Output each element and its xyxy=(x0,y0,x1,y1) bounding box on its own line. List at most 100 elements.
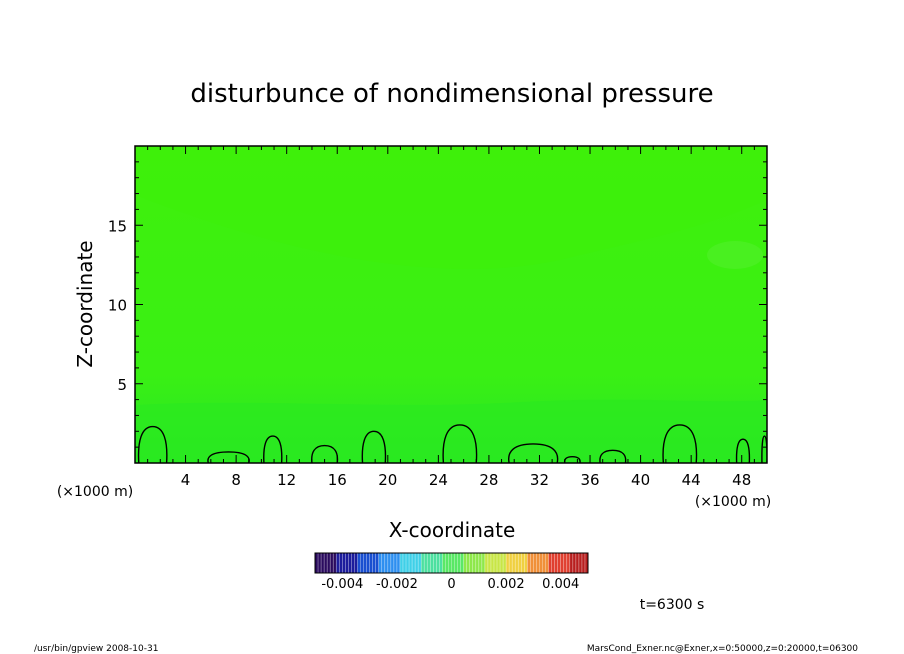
colorbar-cell xyxy=(330,553,334,573)
y-axis-label: Z-coordinate xyxy=(73,240,97,367)
colorbar-cell xyxy=(387,553,391,573)
colorbar-cell xyxy=(457,553,461,573)
colorbar-cell xyxy=(493,553,497,573)
colorbar-cell xyxy=(357,553,361,573)
contour-line xyxy=(599,449,627,463)
contour-line xyxy=(361,430,387,463)
colorbar-cell xyxy=(509,553,513,573)
colorbar-cell xyxy=(315,553,319,573)
contour-line xyxy=(263,435,283,463)
colorbar-cell xyxy=(430,553,434,573)
colorbar-cell xyxy=(348,553,352,573)
colorbar-cell xyxy=(578,553,582,573)
x-tick-label: 20 xyxy=(378,471,397,489)
contour-line xyxy=(137,425,168,463)
colorbar-cell xyxy=(539,553,543,573)
colorbar-cell xyxy=(551,553,555,573)
contour-line xyxy=(735,438,751,463)
colorbar-cell xyxy=(336,553,340,573)
colorbar-cell xyxy=(478,553,482,573)
colorbar-cell xyxy=(363,553,367,573)
colorbar-cell xyxy=(521,553,525,573)
colorbar-cell xyxy=(318,553,322,573)
colorbar-cell xyxy=(390,553,394,573)
colorbar-tick-label: 0 xyxy=(447,577,455,592)
colorbar-cell xyxy=(481,553,485,573)
colorbar-cell xyxy=(424,553,428,573)
zero-contours xyxy=(137,424,767,463)
field-near-surface-band xyxy=(135,399,767,463)
x-scale-note-right: (×1000 m) xyxy=(695,494,771,510)
colorbar-cell xyxy=(581,553,585,573)
colorbar-cell xyxy=(360,553,364,573)
colorbar-cell xyxy=(472,553,476,573)
colorbar-cell xyxy=(560,553,564,573)
y-tick-label: 10 xyxy=(108,297,127,315)
y-axis: 5 10 15 xyxy=(108,161,767,448)
colorbar-cell xyxy=(506,553,510,573)
colorbar-cell xyxy=(566,553,570,573)
colorbar-cell xyxy=(406,553,410,573)
x-tick-label: 24 xyxy=(429,471,448,489)
colorbar-cell xyxy=(342,553,346,573)
field-shading xyxy=(135,146,767,463)
contour-line xyxy=(311,444,339,463)
field-light-band xyxy=(135,146,767,270)
field-light-blob xyxy=(707,241,763,269)
colorbar-cell xyxy=(445,553,449,573)
colorbar-tick-label: -0.002 xyxy=(376,577,418,592)
colorbar-cell xyxy=(436,553,440,573)
colorbar-cell xyxy=(512,553,516,573)
x-tick-label: 36 xyxy=(580,471,599,489)
colorbar-cell xyxy=(451,553,455,573)
colorbar-cell xyxy=(327,553,331,573)
colorbar-cell xyxy=(402,553,406,573)
colorbar-cell xyxy=(545,553,549,573)
contour-line xyxy=(508,443,559,463)
colorbar-cell xyxy=(575,553,579,573)
colorbar-tick-label: -0.004 xyxy=(321,577,363,592)
colorbar-cell xyxy=(454,553,458,573)
colorbar-cell xyxy=(324,553,328,573)
colorbar-cell xyxy=(369,553,373,573)
colorbar-cell xyxy=(418,553,422,573)
x-axis: 4 8 12 16 20 24 28 32 36 40 44 48 xyxy=(147,146,755,489)
colorbar-cell xyxy=(500,553,504,573)
colorbar-cell xyxy=(351,553,355,573)
x-tick-label: 4 xyxy=(181,471,191,489)
x-axis-label: X-coordinate xyxy=(389,518,516,542)
colorbar-cell xyxy=(503,553,507,573)
x-tick-label: 16 xyxy=(328,471,347,489)
colorbar-tick-label: 0.004 xyxy=(542,577,579,592)
x-tick-label: 44 xyxy=(682,471,701,489)
colorbar-cell xyxy=(524,553,528,573)
colorbar-cell xyxy=(554,553,558,573)
contour-line xyxy=(207,451,250,463)
chart-title: disturbunce of nondimensional pressure xyxy=(190,79,713,109)
colorbar-cell xyxy=(378,553,382,573)
colorbar-cell xyxy=(345,553,349,573)
colorbar-cell xyxy=(515,553,519,573)
colorbar-cell xyxy=(569,553,573,573)
x-tick-label: 32 xyxy=(530,471,549,489)
colorbar-cell xyxy=(584,553,588,573)
x-tick-label: 40 xyxy=(631,471,650,489)
y-tick-label: 5 xyxy=(117,376,127,394)
colorbar-cell xyxy=(572,553,576,573)
colorbar-cell xyxy=(475,553,479,573)
contour-line xyxy=(662,424,698,463)
x-tick-label: 8 xyxy=(231,471,241,489)
colorbar-tick-label: 0.002 xyxy=(487,577,524,592)
colorbar-cell xyxy=(518,553,522,573)
colorbar-cell xyxy=(530,553,534,573)
colorbar-frame xyxy=(314,552,589,574)
colorbar-cell xyxy=(439,553,443,573)
colorbar-cell xyxy=(563,553,567,573)
colorbar-cell xyxy=(484,553,488,573)
colorbar-cell xyxy=(542,553,546,573)
colorbar-cell xyxy=(433,553,437,573)
x-tick-label: 28 xyxy=(479,471,498,489)
footer-left: /usr/bin/gpview 2008-10-31 xyxy=(34,644,158,654)
colorbar-cell xyxy=(421,553,425,573)
colorbar-cell xyxy=(409,553,413,573)
